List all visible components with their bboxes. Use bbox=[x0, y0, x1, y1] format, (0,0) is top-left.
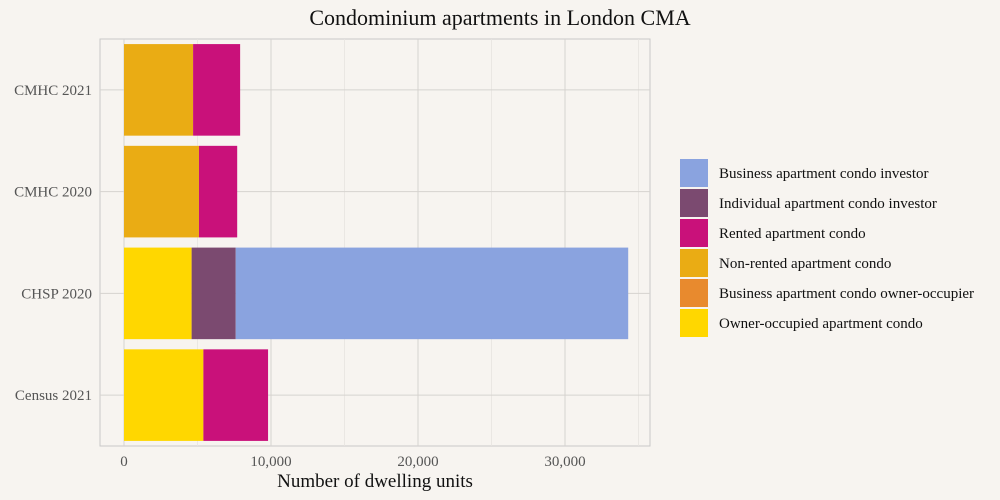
y-tick-labels: Census 2021 CHSP 2020 CMHC 2020 CMHC 2021 bbox=[14, 83, 92, 404]
legend-label: Business apartment condo investor bbox=[719, 166, 929, 182]
legend-label: Business apartment condo owner-occupier bbox=[719, 286, 974, 302]
legend-swatch bbox=[680, 219, 708, 247]
legend: Business apartment condo investor Individ… bbox=[680, 159, 974, 337]
legend-swatch bbox=[680, 249, 708, 277]
legend-swatch bbox=[680, 279, 708, 307]
x-tick-label: 0 bbox=[120, 454, 128, 470]
bar-segment bbox=[203, 349, 269, 441]
bar-segment bbox=[124, 44, 194, 136]
legend-label: Individual apartment condo investor bbox=[719, 196, 937, 212]
chart-title: Condominium apartments in London CMA bbox=[309, 5, 690, 30]
x-tick-labels: 0 10,000 20,000 30,000 bbox=[120, 454, 585, 470]
legend-label: Rented apartment condo bbox=[719, 226, 866, 242]
bar-segment bbox=[124, 145, 199, 238]
y-tick-label: CHSP 2020 bbox=[21, 286, 92, 302]
bar-segment bbox=[193, 44, 241, 136]
y-tick-label: CMHC 2020 bbox=[14, 185, 92, 201]
bars bbox=[124, 44, 629, 441]
x-axis-title: Number of dwelling units bbox=[277, 471, 473, 492]
y-tick-label: Census 2021 bbox=[15, 388, 92, 404]
bar-segment bbox=[124, 247, 192, 340]
legend-swatch bbox=[680, 189, 708, 217]
bar-segment bbox=[191, 247, 236, 340]
x-tick-label: 30,000 bbox=[544, 454, 585, 470]
legend-swatch bbox=[680, 159, 708, 187]
legend-label: Non-rented apartment condo bbox=[719, 256, 891, 272]
bar-segment bbox=[198, 145, 238, 238]
plot-frame bbox=[99, 38, 651, 447]
bar-segment bbox=[235, 247, 629, 340]
bar-segment bbox=[124, 349, 204, 441]
x-tick-label: 20,000 bbox=[397, 454, 438, 470]
legend-swatch bbox=[680, 309, 708, 337]
x-tick-label: 10,000 bbox=[250, 454, 291, 470]
y-tick-label: CMHC 2021 bbox=[14, 83, 92, 99]
legend-label: Owner-occupied apartment condo bbox=[719, 316, 923, 332]
